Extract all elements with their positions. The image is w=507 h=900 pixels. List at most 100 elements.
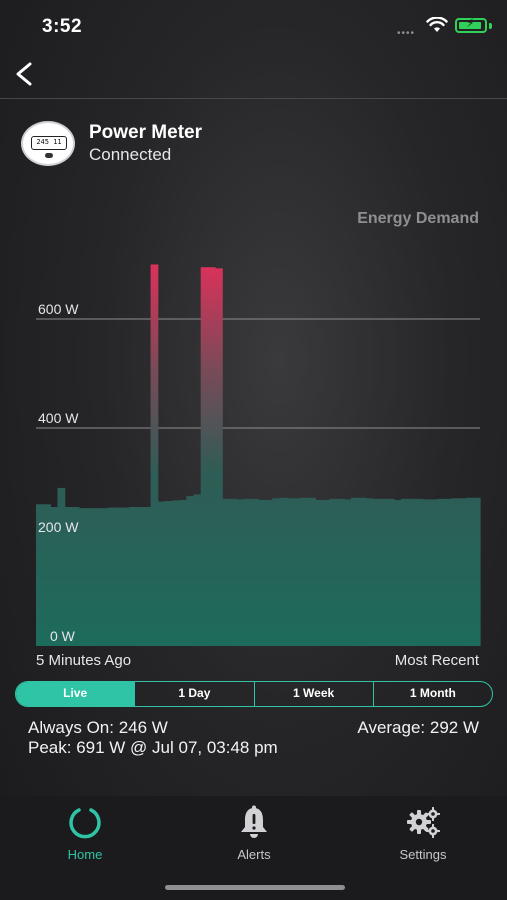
demand-bar — [172, 500, 180, 646]
demand-bar — [150, 264, 159, 646]
demand-bar — [379, 498, 388, 646]
wifi-icon — [426, 17, 448, 32]
demand-bar — [86, 508, 94, 646]
x-label-end: Most Recent — [394, 652, 479, 669]
demand-bar — [329, 498, 338, 646]
demand-bar — [300, 497, 309, 646]
demand-bar — [157, 501, 166, 646]
back-button[interactable] — [10, 58, 40, 90]
demand-bar — [186, 496, 195, 647]
demand-bar — [351, 497, 359, 646]
demand-bar — [236, 499, 245, 646]
average-stat: Average: 292 W — [357, 718, 479, 737]
battery-cap — [489, 23, 492, 29]
demand-bar — [200, 267, 209, 646]
nav-divider — [0, 98, 507, 99]
demand-bar — [408, 498, 417, 646]
demand-bar — [265, 499, 273, 646]
battery-icon: ⚡ — [455, 16, 487, 33]
demand-bar — [308, 497, 316, 646]
demand-bar — [129, 507, 137, 646]
demand-bar — [286, 498, 295, 646]
demand-bar — [107, 507, 116, 646]
tab-settings-label: Settings — [399, 847, 447, 862]
signal-icon: •••• — [397, 28, 416, 39]
power-meter-icon: 245 11 — [21, 121, 75, 166]
demand-bar — [279, 497, 288, 646]
demand-bar — [193, 494, 202, 646]
tab-alerts-label: Alerts — [237, 847, 271, 862]
y-tick-label: 400 W — [38, 410, 79, 426]
home-ring-icon — [69, 808, 101, 839]
demand-bar — [465, 497, 474, 646]
demand-bar — [358, 497, 367, 646]
demand-bar — [472, 497, 481, 646]
demand-bar — [315, 499, 324, 646]
demand-bar — [444, 498, 452, 646]
range-week-button[interactable]: 1 Week — [253, 682, 373, 706]
time-range-selector: Live 1 Day 1 Week 1 Month — [15, 681, 493, 707]
demand-bar — [437, 498, 445, 646]
demand-bar — [322, 499, 331, 646]
demand-bar — [179, 499, 187, 646]
y-tick-label: 0 W — [50, 628, 76, 644]
demand-bar — [458, 498, 467, 646]
device-status: Connected — [89, 145, 172, 164]
x-label-start: 5 Minutes Ago — [36, 652, 132, 669]
demand-bar — [136, 507, 145, 646]
tab-bar: Home Alerts — [0, 796, 507, 900]
demand-bar — [164, 501, 173, 646]
status-time: 3:52 — [42, 16, 83, 37]
demand-bar — [415, 498, 424, 646]
demand-bar — [57, 487, 66, 646]
demand-bar — [401, 498, 409, 646]
demand-bar — [365, 498, 374, 646]
y-tick-label: 200 W — [38, 519, 79, 535]
demand-bar — [243, 498, 252, 646]
peak-stat: Peak: 691 W @ Jul 07, 03:48 pm — [28, 738, 278, 757]
demand-bar — [336, 498, 345, 646]
demand-bar — [215, 268, 223, 646]
home-indicator[interactable] — [165, 885, 345, 890]
demand-bar — [258, 499, 266, 646]
chart-title: Energy Demand — [357, 210, 479, 227]
demand-bar — [222, 498, 230, 646]
gear-icon — [407, 807, 440, 838]
demand-bar — [114, 507, 123, 646]
demand-bar — [451, 498, 460, 646]
range-day-button[interactable]: 1 Day — [134, 682, 253, 706]
demand-bar — [343, 499, 352, 646]
y-tick-label: 600 W — [38, 301, 79, 317]
demand-bar — [78, 508, 87, 646]
range-live-button[interactable]: Live — [16, 682, 135, 706]
demand-bar — [272, 498, 281, 646]
demand-bar — [207, 267, 216, 646]
range-month-button[interactable]: 1 Month — [372, 682, 492, 706]
energy-demand-chart: 0 W 200 W 400 W 600 W — [36, 264, 481, 647]
demand-bar — [229, 498, 238, 646]
bell-icon — [241, 805, 267, 838]
demand-bar — [93, 508, 102, 646]
tab-settings[interactable]: Settings — [363, 796, 483, 876]
demand-bar — [50, 507, 59, 646]
demand-bar — [143, 507, 152, 646]
demand-bar — [36, 504, 44, 646]
demand-bar — [372, 498, 381, 646]
demand-bar — [429, 499, 438, 646]
demand-bar — [293, 498, 302, 646]
demand-bar — [100, 508, 109, 646]
demand-bar — [422, 499, 431, 646]
always-on-stat: Always On: 246 W — [28, 718, 168, 737]
tab-home[interactable]: Home — [25, 796, 145, 876]
demand-bar — [71, 507, 80, 646]
tab-home-label: Home — [67, 847, 103, 862]
tab-alerts[interactable]: Alerts — [194, 796, 314, 876]
demand-bar — [394, 499, 402, 646]
device-name: Power Meter — [89, 122, 202, 143]
demand-bar — [386, 498, 395, 646]
demand-bar — [43, 504, 51, 646]
demand-bar — [121, 507, 130, 646]
demand-bar — [64, 507, 73, 646]
demand-bar — [250, 498, 259, 646]
